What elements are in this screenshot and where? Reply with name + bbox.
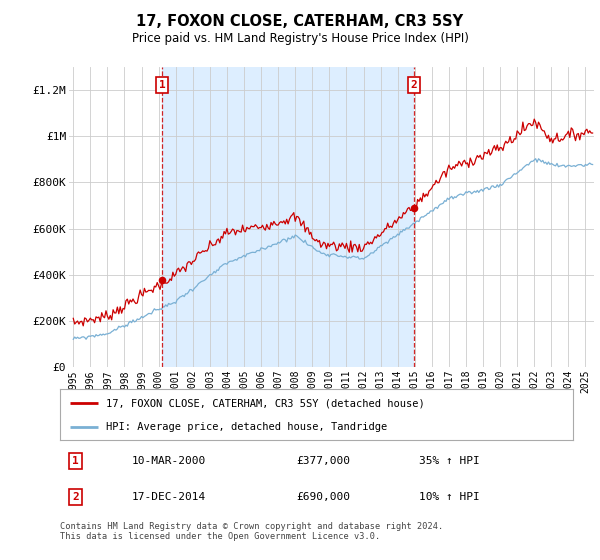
Text: 17, FOXON CLOSE, CATERHAM, CR3 5SY: 17, FOXON CLOSE, CATERHAM, CR3 5SY [136, 14, 464, 29]
Text: £377,000: £377,000 [296, 456, 350, 466]
Text: 17, FOXON CLOSE, CATERHAM, CR3 5SY (detached house): 17, FOXON CLOSE, CATERHAM, CR3 5SY (deta… [106, 398, 425, 408]
Text: 2: 2 [410, 80, 418, 90]
Text: 35% ↑ HPI: 35% ↑ HPI [419, 456, 480, 466]
Text: 2: 2 [72, 492, 79, 502]
Bar [162, 67, 414, 367]
Text: Contains HM Land Registry data © Crown copyright and database right 2024.
This d: Contains HM Land Registry data © Crown c… [60, 522, 443, 542]
Point [157, 276, 167, 284]
Text: 1: 1 [158, 80, 165, 90]
Text: HPI: Average price, detached house, Tandridge: HPI: Average price, detached house, Tand… [106, 422, 388, 432]
Text: 1: 1 [72, 456, 79, 466]
Text: 10% ↑ HPI: 10% ↑ HPI [419, 492, 480, 502]
Text: 10-MAR-2000: 10-MAR-2000 [132, 456, 206, 466]
Text: 17-DEC-2014: 17-DEC-2014 [132, 492, 206, 502]
Point [409, 203, 419, 212]
Text: £690,000: £690,000 [296, 492, 350, 502]
Text: Price paid vs. HM Land Registry's House Price Index (HPI): Price paid vs. HM Land Registry's House … [131, 32, 469, 45]
